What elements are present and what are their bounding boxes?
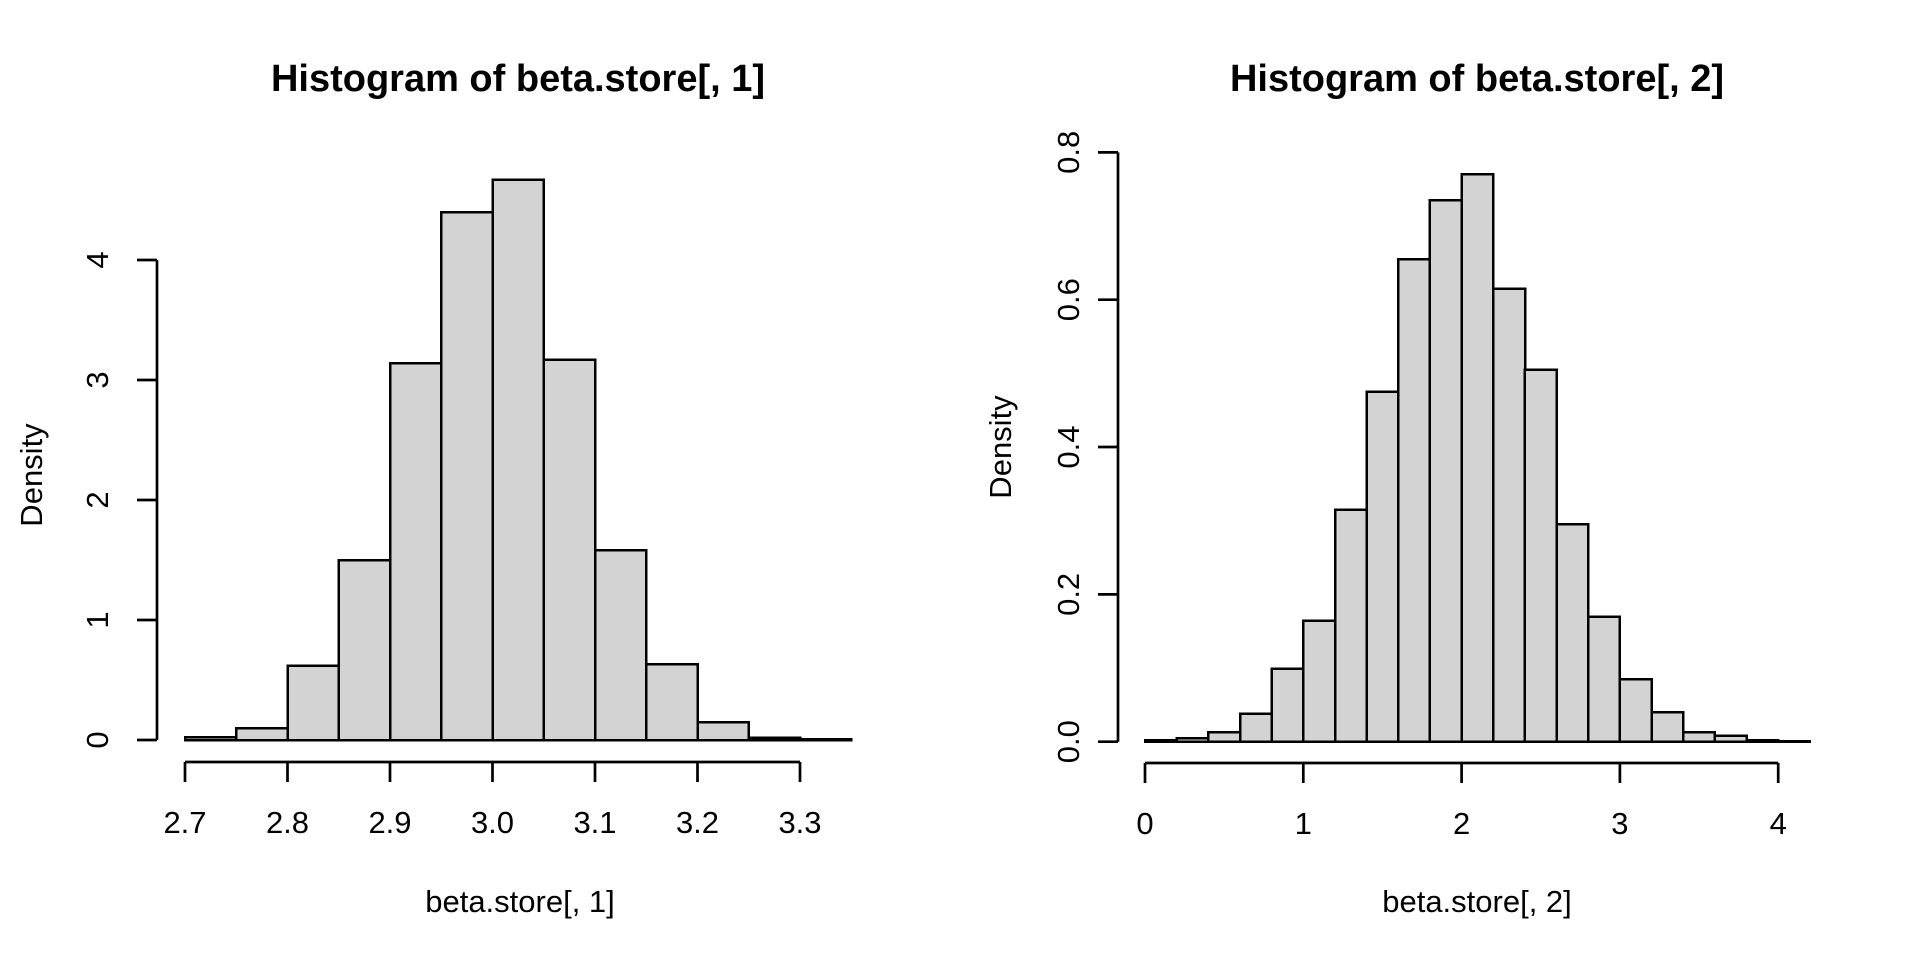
histogram-bar [286,664,341,742]
hist2-title: Histogram of beta.store[, 2] [1230,58,1724,100]
histogram-bar [1745,738,1780,743]
x-tick-label: 2 [1453,806,1470,841]
histogram-bar [696,720,751,742]
x-tick-label: 3 [1611,806,1628,841]
y-tick-label: 0.8 [1051,131,1086,174]
x-tick-label: 2.8 [266,805,309,840]
histogram-bar [1428,198,1463,743]
histogram-bar [1397,257,1432,743]
x-tick-label: 3.0 [471,805,514,840]
histogram-bar [1713,734,1748,743]
histogram-bar [440,210,494,742]
hist1-bars [183,178,853,742]
histogram-bar [1175,736,1210,743]
histogram-bar [593,549,648,742]
y-tick-label: 1 [80,611,115,628]
hist2-xlabel: beta.store[, 2] [1382,884,1572,919]
hist2-x-axis: 0 1 2 3 4 [1136,761,1787,841]
x-tick-label: 3.1 [573,805,616,840]
y-tick-label: 0.2 [1051,573,1086,616]
histogram-bar [1460,173,1495,743]
histogram-bar [1555,523,1590,743]
histogram-bar [183,735,238,742]
x-tick-label: 4 [1770,806,1787,841]
histogram-bar [1650,710,1685,743]
histogram-bar [234,726,289,742]
y-tick-label: 0 [80,731,115,748]
hist1-title: Histogram of beta.store[, 1] [271,58,765,100]
x-tick-label: 2.9 [368,805,411,840]
histogram-bar [1618,677,1653,743]
x-tick-label: 1 [1295,806,1312,841]
x-tick-label: 3.3 [778,805,821,840]
histogram-bar [542,358,597,742]
histogram-bar [1143,738,1178,743]
y-tick-label: 0.4 [1051,425,1086,468]
histogram-bar [798,738,853,742]
histogram-panel-1: 2.7 2.8 2.9 3.0 3.1 3.2 3.3 0 1 2 3 4 Histogram of… [14,58,853,919]
y-tick-label: 0.6 [1051,278,1086,321]
histogram-bar [1333,508,1368,743]
hist1-y-axis: 0 1 2 3 4 [80,251,159,749]
histogram-bar [1302,619,1337,743]
hist1-ylabel: Density [14,423,49,527]
hist1-x-axis: 2.7 2.8 2.9 3.0 3.1 3.2 3.3 [163,760,822,840]
hist1-xlabel: beta.store[, 1] [425,884,615,919]
histogram-bar [1586,615,1622,743]
hist2-ylabel: Density [983,395,1018,499]
histogram-bar [1523,368,1558,743]
histogram-bar [645,663,699,742]
hist2-y-axis: 0.0 0.2 0.4 0.6 0.8 [1051,131,1120,763]
histogram-panel-2: 0 1 2 3 4 0.0 0.2 0.4 0.6 0.8 Histogram of beta.… [983,58,1812,919]
histogram-bar [1365,390,1400,743]
histogram-bar [337,558,392,742]
histogram-bar [1492,287,1527,743]
y-tick-label: 3 [80,371,115,388]
histogram-bar [388,361,443,742]
histogram-bar [1270,667,1305,743]
histogram-bar [1238,712,1273,743]
hist2-bars [1143,173,1812,743]
histogram-bar [491,178,546,742]
y-tick-label: 4 [80,251,115,268]
x-tick-label: 0 [1136,806,1153,841]
y-tick-label: 0.0 [1051,720,1086,763]
histogram-bar [747,736,802,742]
x-tick-label: 3.2 [676,805,719,840]
histogram-bar [1776,739,1812,743]
x-tick-label: 2.7 [163,805,206,840]
y-tick-label: 2 [80,491,115,508]
histogram-bar [1681,730,1717,743]
histogram-bar [1207,730,1242,743]
